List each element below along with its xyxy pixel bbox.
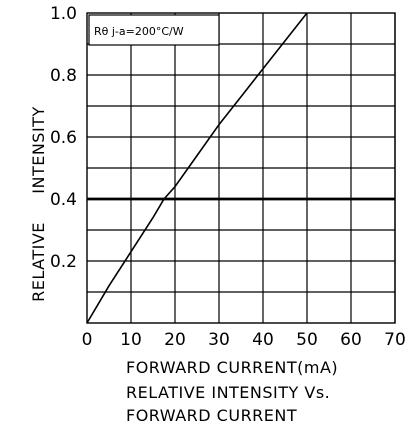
x-tick-label: 0 — [82, 330, 93, 350]
annotation-box: Rθ j-a=200°C/W — [88, 14, 220, 46]
x-tick-label: 50 — [296, 330, 318, 350]
series-layer — [86, 12, 308, 324]
chart-title-line-2: FORWARD CURRENT — [126, 406, 297, 425]
x-tick-label: 60 — [340, 330, 362, 350]
y-axis-title-intensity: INTENSITY — [29, 106, 48, 193]
x-tick-label: 10 — [120, 330, 142, 350]
chart-title-line-1: RELATIVE INTENSITY Vs. — [126, 383, 330, 402]
annotation-text: Rθ j-a=200°C/W — [94, 25, 184, 38]
x-tick-label: 70 — [384, 330, 406, 350]
x-tick-label: 40 — [252, 330, 274, 350]
grid — [86, 12, 396, 324]
y-tick-label: 0.6 — [50, 128, 77, 148]
y-tick-label: 0.2 — [50, 252, 77, 272]
x-axis-title: FORWARD CURRENT(mA) — [126, 358, 338, 377]
y-tick-label: 0.4 — [50, 190, 77, 210]
plot-frame — [86, 12, 396, 324]
series-line — [86, 12, 308, 324]
tick-labels: 0 10 20 30 40 50 60 70 0.2 0.4 0.6 0.8 1.0 — [50, 4, 406, 350]
x-tick-label: 30 — [208, 330, 230, 350]
x-tick-label: 20 — [164, 330, 186, 350]
y-tick-label: 1.0 — [50, 4, 77, 24]
y-tick-label: 0.8 — [50, 66, 77, 86]
y-axis-title-relative: RELATIVE — [29, 222, 48, 302]
